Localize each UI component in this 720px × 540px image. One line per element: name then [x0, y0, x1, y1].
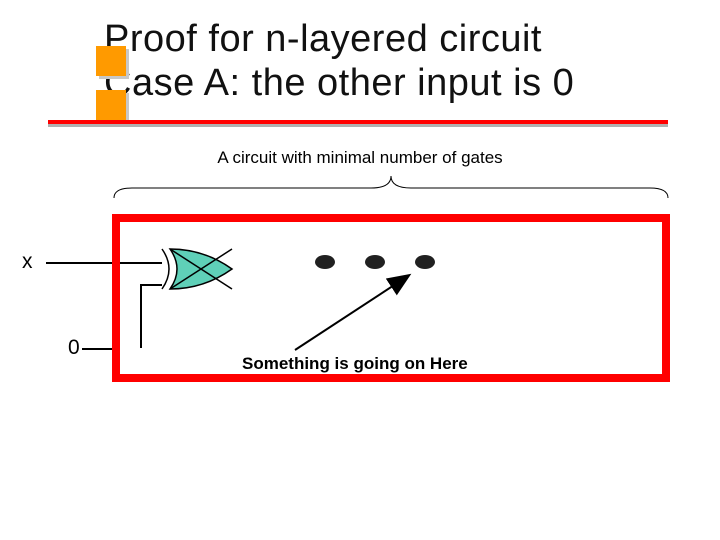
arrow — [0, 0, 720, 540]
note-text: Something is going on Here — [242, 354, 468, 374]
slide: Proof for n-layered circuit Case A: the … — [0, 0, 720, 540]
